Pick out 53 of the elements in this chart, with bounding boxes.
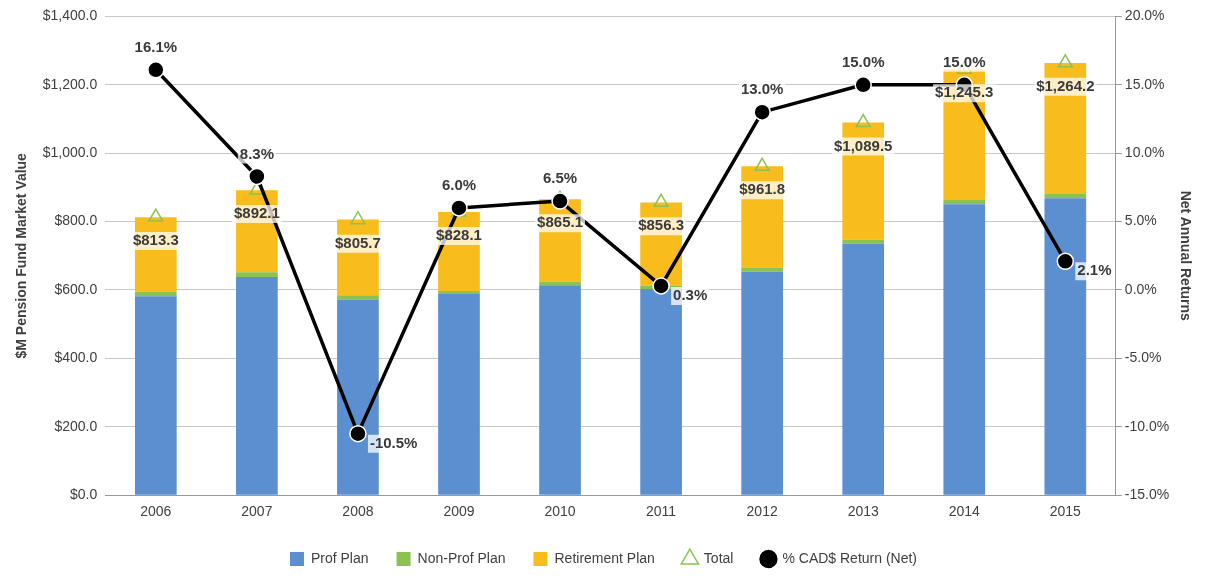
x-tick-label: 2006 [140,503,172,520]
x-tick-label: 2014 [948,503,981,520]
data-label: 0.3% [673,286,708,304]
x-tick-label: 2011 [646,503,677,520]
y-tick-label: $1,400.0 [42,7,98,24]
data-label: $856.3 [638,216,685,234]
data-label: $828.1 [436,226,482,244]
data-label: 8.3% [239,144,274,162]
x-tick-label: 2007 [241,503,273,520]
x-tick-label: 2015 [1049,503,1082,520]
y-tick-label: $400.0 [54,349,98,366]
y-tick-label: $0.0 [70,486,98,503]
data-label: $865.1 [537,213,583,231]
data-label: 16.1% [134,37,178,55]
y2-tick-label: 20.0% [1124,7,1165,24]
y2-tick-label: -15.0% [1124,486,1170,503]
y2-tick-label: 0.0% [1124,280,1157,297]
data-label: 15.0% [942,52,986,70]
legend-label: Total [703,549,734,566]
y-tick-label: $1,200.0 [42,75,98,92]
y2-tick-label: -10.0% [1124,417,1170,434]
y2-tick-label: 5.0% [1124,212,1157,229]
data-label: 15.0% [841,52,885,70]
x-tick-label: 2009 [443,503,475,520]
data-label: $1,264.2 [1036,76,1095,94]
x-tick-label: 2013 [847,503,879,520]
data-label: 2.1% [1077,261,1112,279]
y2-tick-label: 10.0% [1124,144,1165,161]
y-tick-label: $600.0 [54,280,98,297]
data-label: $892.1 [233,204,280,222]
legend-label: Prof Plan [310,549,369,566]
legend-label: Retirement Plan [554,549,655,566]
y-axis-title: $M Pension Fund Market Value [13,152,30,359]
data-label: 13.0% [740,80,784,98]
data-label: -10.5% [369,433,418,451]
data-label: $805.7 [334,233,381,251]
y-tick-label: $200.0 [54,417,98,434]
data-label: 6.5% [542,169,578,187]
y2-tick-label: -5.0% [1124,349,1162,366]
y-tick-label: $800.0 [54,212,98,229]
legend-label: Non-Prof Plan [417,549,506,566]
y-tick-label: $1,000.0 [42,144,98,161]
legend-label: % CAD$ Return (Net) [782,549,918,566]
data-label: 6.0% [441,176,477,194]
data-label: $1,245.3 [935,83,994,101]
y2-axis-title: Net Annual Returns [1177,190,1194,322]
y2-tick-label: 15.0% [1124,75,1165,92]
x-tick-label: 2010 [544,503,576,520]
x-tick-label: 2008 [342,503,374,520]
x-tick-label: 2012 [746,503,778,520]
data-label: $961.8 [739,180,786,198]
data-label: $1,089.5 [834,136,893,154]
data-label: $813.3 [132,231,179,249]
